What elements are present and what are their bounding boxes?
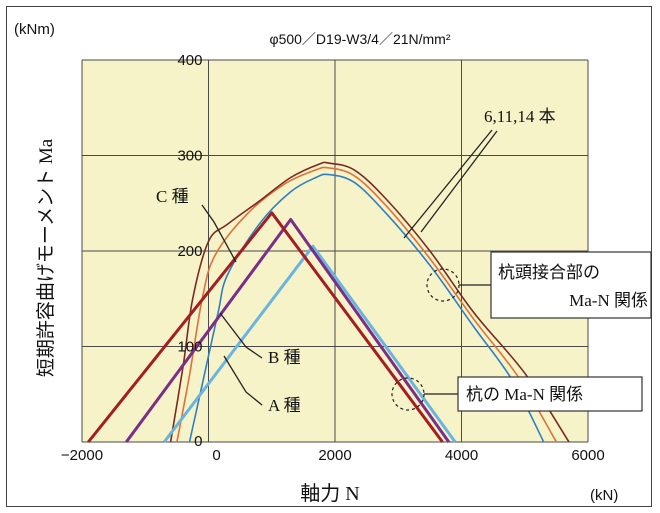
c-leader xyxy=(201,204,237,263)
b-type-label: B 種 xyxy=(268,348,301,367)
tick-labels: −2000 0 2000 4000 6000 0 100 200 300 400 xyxy=(61,52,605,464)
series-pile-A xyxy=(163,244,457,443)
x-tick-label-3: 4000 xyxy=(445,447,478,464)
chart-title: φ500／D19-W3/4／21N/mm² xyxy=(269,31,450,47)
head-callout-line1: 杭頭接合部の xyxy=(498,263,600,282)
series-pile-head-14 xyxy=(169,161,570,443)
pile-callout-text: 杭の Ma-N 関係 xyxy=(466,385,583,404)
y-tick-label-2: 200 xyxy=(177,243,202,260)
x-axis-label: 軸力 N xyxy=(300,482,359,505)
head-callout-box xyxy=(490,251,652,319)
series-pile-head-6 xyxy=(188,173,545,443)
head-callout-line2: Ma-N 関係 xyxy=(569,291,648,310)
x-tick-label-0: −2000 xyxy=(61,447,103,464)
y-tick-label-1: 100 xyxy=(177,339,202,356)
x-tick-label-4: 6000 xyxy=(571,447,604,464)
x-tick-label-1: 0 xyxy=(212,447,220,464)
pile-callout-box xyxy=(457,376,643,412)
series-pile-C xyxy=(87,211,444,443)
x-tick-label-2: 2000 xyxy=(318,447,351,464)
c-type-label: C 種 xyxy=(156,187,189,206)
a-type-label: A 種 xyxy=(268,396,301,415)
counts-label: 6,11,14 本 xyxy=(484,107,556,126)
series-layer xyxy=(87,161,570,443)
x-unit-label: (kN) xyxy=(590,487,618,504)
y-axis-label: 短期許容曲げモーメント Ma xyxy=(35,138,57,377)
a-leader xyxy=(223,355,263,406)
y-tick-label-0: 0 xyxy=(194,433,202,450)
counts-leader-1 xyxy=(403,129,493,239)
series-pile-B xyxy=(125,218,451,443)
y-tick-label-4: 400 xyxy=(177,52,202,69)
y-unit-label: (kNm) xyxy=(14,21,55,38)
counts-leader-2 xyxy=(420,130,498,233)
b-leader xyxy=(219,312,263,359)
y-tick-label-3: 300 xyxy=(177,148,202,165)
